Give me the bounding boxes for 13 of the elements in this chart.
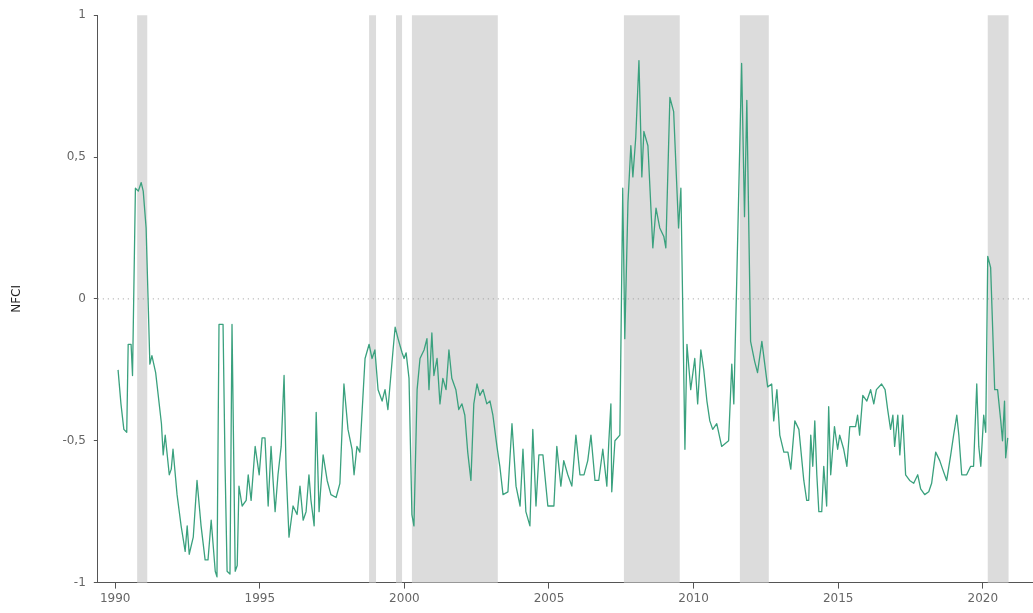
x-tick-label: 2005 bbox=[533, 590, 565, 605]
y-tick-label: 0 bbox=[78, 291, 86, 306]
y-tick-label: -0,5 bbox=[62, 432, 86, 447]
y-tick-label: -1 bbox=[73, 574, 86, 589]
x-tick-label: 1990 bbox=[99, 590, 131, 605]
x-tick-label: 1995 bbox=[244, 590, 276, 605]
x-tick-label: 2000 bbox=[389, 590, 420, 605]
x-tick-label: 2015 bbox=[822, 590, 854, 605]
y-axis-title: NFCI bbox=[9, 285, 24, 313]
x-tick-label: 2020 bbox=[967, 590, 999, 605]
x-tick-label: 2010 bbox=[678, 590, 709, 605]
y-tick-label: 1 bbox=[78, 7, 86, 22]
y-tick-label: 0,5 bbox=[66, 149, 86, 164]
